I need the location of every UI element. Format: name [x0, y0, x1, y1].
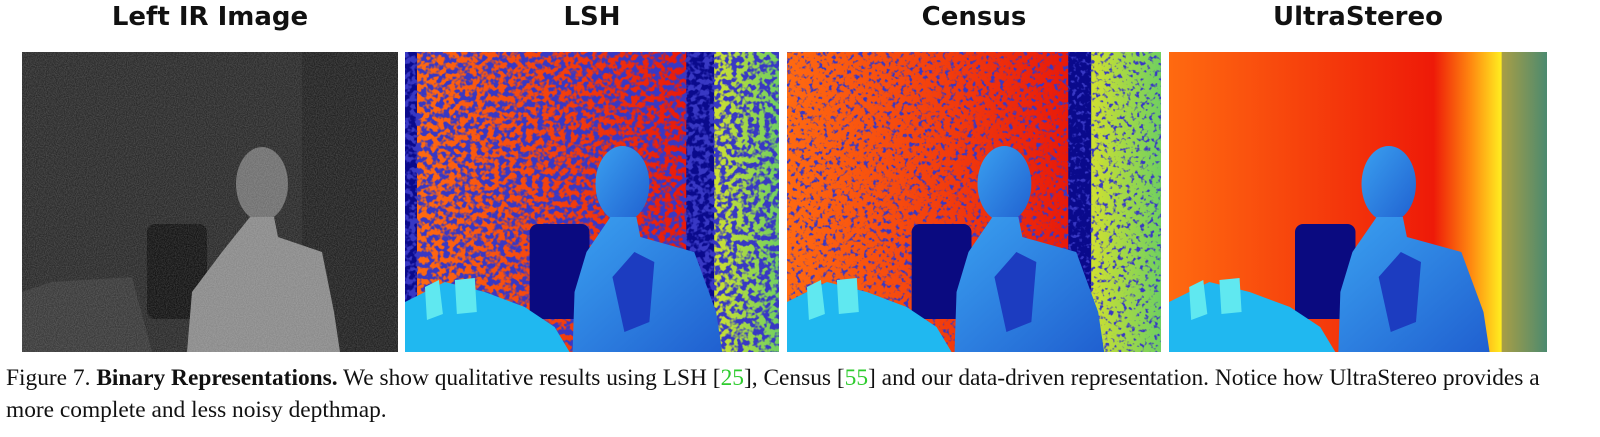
caption-text: ] and our data-driven representation. No…	[6, 365, 1540, 423]
caption-heading: Binary Representations.	[96, 365, 338, 391]
panel-title: Left IR Image	[111, 2, 309, 32]
census-depth	[787, 52, 1161, 352]
ir-image	[22, 52, 398, 352]
panel-title: Census	[921, 2, 1027, 32]
panel-title: LSH	[563, 2, 621, 32]
panel-title: UltraStereo	[1273, 2, 1443, 32]
caption: Figure 7. Binary Representations. We sho…	[6, 362, 1581, 426]
citation[interactable]: 25	[720, 365, 744, 391]
lsh-depth	[405, 52, 779, 352]
caption-label: Figure 7.	[6, 365, 91, 391]
caption-text: We show qualitative results using LSH [	[337, 365, 721, 391]
ultrastereo-depth	[1169, 52, 1547, 352]
citation[interactable]: 55	[844, 365, 869, 391]
caption-body: We show qualitative results using LSH [2…	[6, 365, 1540, 423]
caption-text: ], Census [	[743, 365, 845, 391]
